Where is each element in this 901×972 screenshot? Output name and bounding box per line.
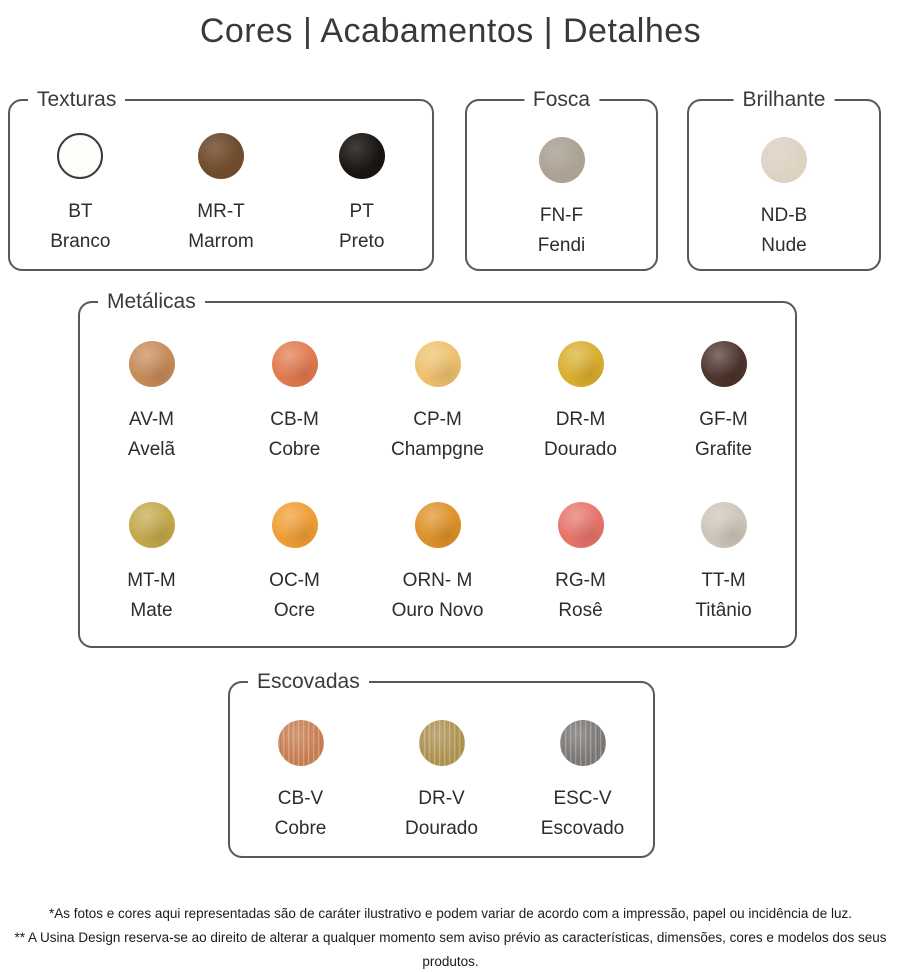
swatch-name: Ouro Novo	[391, 600, 484, 621]
group-box-texturas: Texturas BT Branco MR-T Marrom PT Preto	[8, 86, 434, 271]
swatch-pt-preto: PT Preto	[291, 133, 432, 253]
swatch-code: ND-B	[760, 205, 808, 226]
swatch-name: Branco	[50, 231, 111, 252]
swatch-code: DR-V	[418, 788, 465, 809]
swatch-bt-branco: BT Branco	[10, 133, 151, 253]
swatch-row: CB-V Cobre DR-V Dourado ESC-V Escovado	[230, 720, 653, 840]
swatch-row: FN-F Fendi	[467, 137, 656, 257]
swatch-cbv-cobre: CB-V Cobre	[230, 720, 371, 840]
group-box-escovadas: Escovadas CB-V Cobre DR-V Dourado ESC-V …	[228, 668, 655, 858]
swatch-name: Cobre	[268, 439, 321, 460]
swatch-code: TT-M	[701, 570, 746, 591]
page-title: Cores | Acabamentos | Detalhes	[199, 12, 702, 50]
color-dot-gfm	[700, 341, 747, 387]
footnote-1: *As fotos e cores aqui representadas são…	[49, 906, 852, 921]
color-dot-cbm	[271, 341, 318, 387]
swatch-name: Titânio	[695, 600, 752, 621]
swatch-mtm-mate: MT-M Mate	[80, 502, 223, 622]
swatch-name: Dourado	[544, 439, 617, 460]
group-label-brilhante: Brilhante	[733, 86, 835, 114]
color-dot-rgm	[557, 502, 604, 548]
swatch-code: CB-M	[270, 409, 319, 430]
swatch-name: Avelã	[127, 439, 176, 460]
color-dot-ocm	[271, 502, 318, 548]
swatch-cpm-champgne: CP-M Champgne	[366, 341, 509, 461]
color-dot-avm	[128, 341, 175, 387]
group-label-texturas: Texturas	[28, 86, 126, 114]
color-dot-bt	[57, 133, 104, 179]
color-dot-cbv	[277, 720, 324, 766]
swatch-cbm-cobre: CB-M Cobre	[223, 341, 366, 461]
group-box-metalicas: Metálicas AV-M Avelã CB-M Cobre CP-M Cha…	[78, 288, 797, 648]
color-dot-mrt	[198, 133, 244, 179]
swatch-ttm-titanio: TT-M Titânio	[652, 502, 795, 622]
swatch-code: CP-M	[413, 409, 462, 430]
color-dot-escv	[559, 720, 606, 766]
swatch-row: ND-B Nude	[689, 137, 879, 257]
swatch-name: Nude	[761, 235, 807, 256]
swatch-name: Cobre	[274, 818, 327, 839]
swatch-gfm-grafite: GF-M Grafite	[652, 341, 795, 461]
swatch-name: Preto	[338, 231, 385, 252]
color-dot-ornm	[414, 502, 461, 548]
swatch-name: Fendi	[537, 235, 586, 256]
footnotes: *As fotos e cores aqui representadas são…	[0, 902, 901, 972]
swatch-avm-avela: AV-M Avelã	[80, 341, 223, 461]
group-label-metalicas: Metálicas	[98, 288, 205, 316]
swatch-row: BT Branco MR-T Marrom PT Preto	[10, 133, 432, 253]
swatch-name: Marrom	[188, 231, 254, 252]
swatch-ornm-ouro-novo: ORN- M Ouro Novo	[366, 502, 509, 622]
swatch-name: Ocre	[273, 600, 316, 621]
swatch-name: Dourado	[405, 818, 478, 839]
swatch-name: Champgne	[391, 439, 484, 460]
color-dot-drm	[557, 341, 604, 387]
swatch-code: AV-M	[128, 409, 175, 430]
swatch-code: BT	[68, 201, 93, 222]
swatch-fnf-fendi: FN-F Fendi	[467, 137, 656, 257]
swatch-code: MT-M	[127, 570, 176, 591]
swatch-name: Rosê	[558, 600, 603, 621]
swatch-code: RG-M	[555, 570, 606, 591]
color-dot-pt	[338, 133, 385, 179]
color-dot-ndb	[761, 137, 807, 183]
group-box-fosca: Fosca FN-F Fendi	[465, 86, 658, 271]
group-box-brilhante: Brilhante ND-B Nude	[687, 86, 881, 271]
swatch-code: PT	[349, 201, 374, 222]
swatch-name: Grafite	[694, 439, 753, 460]
swatch-code: ESC-V	[553, 788, 612, 809]
swatch-code: CB-V	[277, 788, 324, 809]
swatch-row: AV-M Avelã CB-M Cobre CP-M Champgne DR-M…	[80, 341, 795, 461]
swatch-code: GF-M	[699, 409, 748, 430]
color-dot-drv	[418, 720, 465, 766]
swatch-mrt-marrom: MR-T Marrom	[151, 133, 292, 253]
swatch-row: MT-M Mate OC-M Ocre ORN- M Ouro Novo RG-…	[80, 502, 795, 622]
swatch-ocm-ocre: OC-M Ocre	[223, 502, 366, 622]
swatch-ndb-nude: ND-B Nude	[689, 137, 879, 257]
swatch-code: DR-M	[555, 409, 606, 430]
swatch-name: Escovado	[540, 818, 625, 839]
swatch-code: MR-T	[197, 201, 245, 222]
swatch-drv-dourado: DR-V Dourado	[371, 720, 512, 840]
swatch-rgm-rose: RG-M Rosê	[509, 502, 652, 622]
footnote-2: ** A Usina Design reserva-se ao direito …	[14, 930, 887, 969]
swatch-escv-escovado: ESC-V Escovado	[512, 720, 653, 840]
color-dot-cpm	[414, 341, 461, 387]
color-dot-ttm	[700, 502, 747, 548]
swatch-name: Mate	[130, 600, 173, 621]
swatch-drm-dourado: DR-M Dourado	[509, 341, 652, 461]
swatch-code: ORN- M	[402, 570, 473, 591]
swatch-code: FN-F	[539, 205, 584, 226]
group-label-fosca: Fosca	[523, 86, 600, 114]
group-label-escovadas: Escovadas	[248, 668, 369, 696]
swatch-code: OC-M	[269, 570, 320, 591]
color-dot-fnf	[538, 137, 585, 183]
color-dot-mtm	[128, 502, 175, 548]
